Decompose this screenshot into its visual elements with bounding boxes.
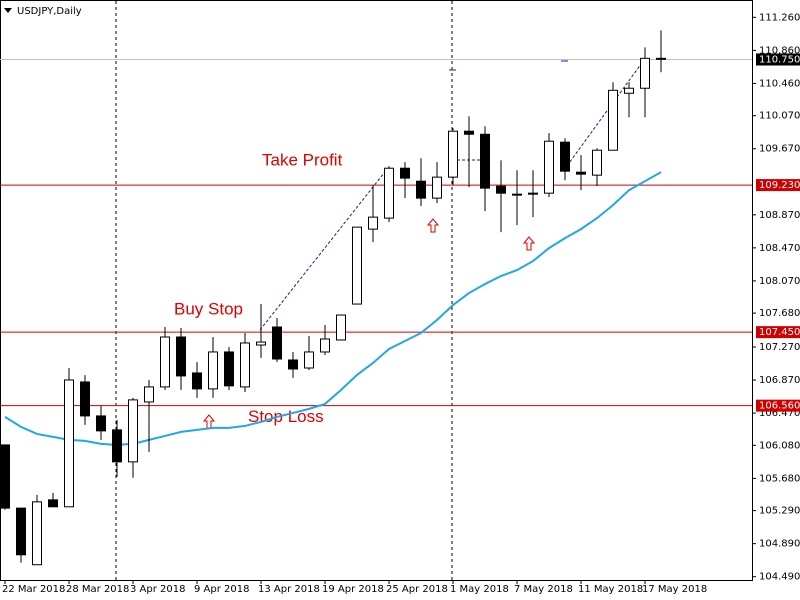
candle-body: [208, 351, 218, 390]
x-tick-label: 17 May 2018: [642, 584, 707, 595]
candle-body: [352, 226, 362, 305]
arrow: [426, 218, 440, 233]
candle-body: [608, 89, 618, 151]
candle-body: [464, 130, 474, 135]
trend-line: [259, 167, 389, 331]
chart-title: USDJPY,Daily: [17, 6, 82, 17]
x-tick-label: 11 May 2018: [578, 584, 643, 595]
candle-body: [16, 507, 26, 556]
x-tick-label: 13 Apr 2018: [258, 584, 320, 595]
x-tick-label: 25 Apr 2018: [386, 584, 448, 595]
candle-body: [480, 133, 490, 189]
candle-body: [400, 167, 410, 179]
candle-body: [512, 193, 522, 196]
candle-body: [576, 171, 586, 175]
level-label: 109.230: [759, 180, 800, 191]
candle-body: [544, 140, 554, 194]
candle-body: [416, 180, 426, 199]
annotation: Buy Stop: [174, 300, 243, 319]
candle-body: [80, 381, 90, 417]
y-tick-label: 106.470: [759, 408, 800, 419]
y-tick-label: 108.070: [759, 276, 800, 287]
level-label-box: [756, 179, 800, 192]
candle-body: [304, 351, 314, 369]
annotation: Take Profit: [262, 151, 343, 170]
y-tick-label: 106.080: [759, 440, 800, 451]
candle-body: [432, 176, 442, 199]
candle-body: [144, 386, 154, 403]
level-label-box: [756, 326, 800, 339]
candle-body: [176, 336, 186, 377]
y-tick-label: 108.470: [759, 243, 800, 254]
candle-body: [272, 326, 282, 360]
y-tick-label: 107.680: [759, 308, 800, 319]
y-tick-label: 110.860: [759, 45, 800, 56]
level-label-box: [756, 399, 800, 412]
candle-body: [192, 372, 202, 390]
arrow: [522, 236, 536, 251]
candle-body: [48, 499, 58, 508]
level-label: 106.560: [759, 401, 800, 412]
candle-body: [320, 338, 330, 353]
candle-body: [640, 57, 650, 89]
candle-body: [336, 314, 346, 341]
y-tick-label: 109.670: [759, 144, 800, 155]
x-tick-label: 3 Apr 2018: [130, 584, 185, 595]
candle-body: [384, 167, 394, 219]
candle-body: [0, 444, 10, 509]
y-tick-label: 110.460: [759, 78, 800, 89]
price-label: 110.750: [759, 54, 800, 65]
candle-body: [64, 379, 74, 508]
plot-frame: [0, 0, 753, 581]
y-tick-label: 105.680: [759, 473, 800, 484]
y-tick-label: 104.890: [759, 539, 800, 550]
y-tick-label: 105.290: [759, 506, 800, 517]
menu-icon: [4, 8, 12, 13]
y-tick-label: 107.270: [759, 342, 800, 353]
candle-body: [656, 57, 666, 60]
candle-body: [368, 216, 378, 230]
candle-body: [592, 149, 602, 176]
x-tick-label: 9 Apr 2018: [194, 584, 249, 595]
candle-body: [256, 341, 266, 346]
candle-body: [448, 130, 458, 178]
candle-body: [224, 351, 234, 387]
y-tick-label: 111.260: [759, 12, 800, 23]
candle-body: [240, 342, 250, 388]
x-tick-label: 1 May 2018: [450, 584, 509, 595]
candle-body: [32, 501, 42, 566]
x-tick-label: 19 Apr 2018: [322, 584, 384, 595]
candle-body: [160, 336, 170, 388]
level-label: 107.450: [759, 327, 800, 338]
x-tick-label: 7 May 2018: [514, 584, 573, 595]
y-tick-label: 110.070: [759, 111, 800, 122]
y-tick-label: 104.490: [759, 572, 800, 583]
candle-body: [560, 141, 570, 172]
x-tick-label: 22 Mar 2018: [2, 584, 65, 595]
candle-body: [96, 415, 106, 432]
y-tick-label: 106.870: [759, 375, 800, 386]
candle-body: [624, 87, 634, 94]
y-tick-label: 108.870: [759, 210, 800, 221]
x-tick-label: 28 Mar 2018: [66, 584, 129, 595]
candle-body: [112, 429, 122, 463]
candle-body: [128, 399, 138, 463]
candle-body: [528, 192, 538, 195]
candle-body: [496, 185, 506, 194]
price-label-box: [756, 53, 800, 66]
candle-body: [288, 359, 298, 370]
trend-line: [563, 59, 645, 171]
annotation: Stop Loss: [248, 407, 324, 426]
